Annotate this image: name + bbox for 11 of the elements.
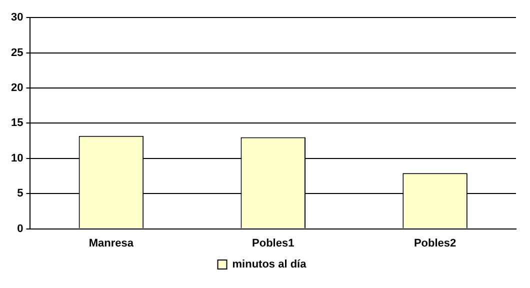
y-tick-label: 25 [10, 46, 24, 59]
y-tick-label: 10 [10, 152, 24, 164]
y-tick-label: 30 [10, 12, 24, 24]
x-tick-label: Pobles1 [252, 237, 294, 250]
x-tick-label: Pobles2 [414, 237, 456, 250]
y-tick-label: 20 [10, 82, 24, 94]
y-tick-label: 15 [10, 117, 24, 130]
legend-label: minutos al día [232, 258, 308, 271]
x-tick-label: Manresa [88, 237, 134, 250]
y-tick-label: 5 [17, 188, 24, 200]
y-tick-label: 0 [17, 222, 24, 235]
